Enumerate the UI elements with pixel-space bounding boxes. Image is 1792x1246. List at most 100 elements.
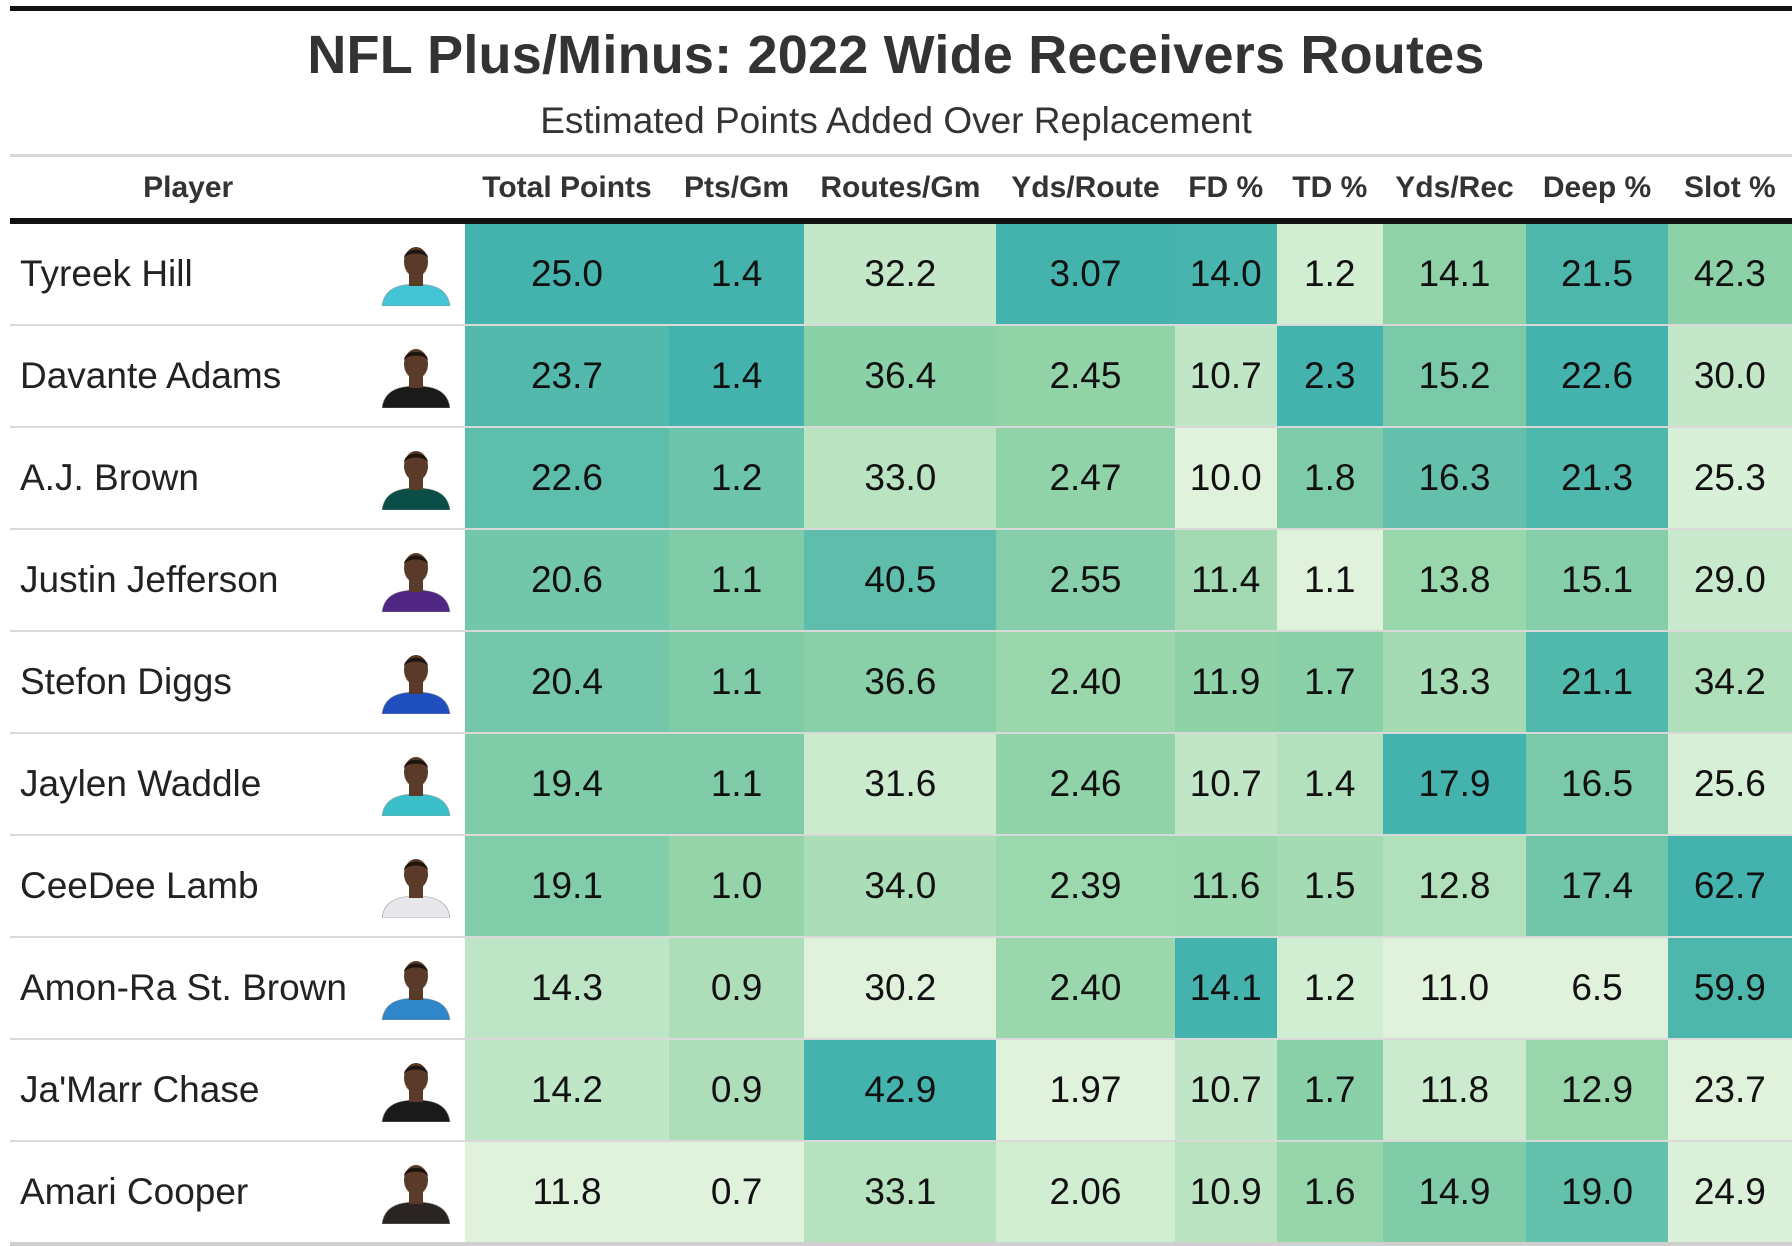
stats-table: Player Total Points Pts/Gm Routes/Gm Yds…	[10, 158, 1792, 1246]
cell-fd-pct: 11.9	[1174, 631, 1277, 734]
player-headshot-cell	[366, 835, 466, 938]
cell-yds-per-route: 2.40	[996, 937, 1175, 1040]
chart-subtitle: Estimated Points Added Over Replacement	[540, 100, 1252, 141]
cell-routes-per-gm: 32.2	[804, 221, 997, 326]
cell-deep-pct: 21.3	[1526, 427, 1668, 530]
table-row: Justin Jefferson 20.6 1.1 40.5 2.55 11.4 1.1 13…	[10, 529, 1792, 632]
col-header-yds-per-rec: Yds/Rec	[1382, 158, 1527, 224]
cell-fd-pct: 11.6	[1174, 835, 1277, 938]
cell-pts-per-gm: 1.4	[668, 325, 805, 428]
player-headshot-cell	[366, 1039, 466, 1142]
cell-yds-per-route: 2.46	[996, 733, 1175, 836]
cell-total-points: 25.0	[465, 221, 669, 326]
cell-slot-pct: 24.9	[1667, 1141, 1792, 1246]
player-headshot-icon	[381, 1063, 451, 1122]
cell-slot-pct: 23.7	[1667, 1039, 1792, 1142]
cell-pts-per-gm: 0.7	[668, 1141, 805, 1246]
player-headshot-icon	[381, 757, 451, 816]
cell-fd-pct: 10.7	[1174, 733, 1277, 836]
header-top-rule	[10, 154, 1792, 157]
col-header-total-points: Total Points	[465, 158, 669, 224]
cell-fd-pct: 10.9	[1174, 1141, 1277, 1246]
cell-fd-pct: 14.0	[1174, 221, 1277, 326]
cell-routes-per-gm: 42.9	[804, 1039, 997, 1142]
cell-td-pct: 1.5	[1276, 835, 1383, 938]
cell-yds-per-route: 2.39	[996, 835, 1175, 938]
header-row: Player Total Points Pts/Gm Routes/Gm Yds…	[10, 158, 1792, 224]
player-headshot-icon	[381, 961, 451, 1020]
cell-yds-per-rec: 13.3	[1382, 631, 1527, 734]
cell-yds-per-rec: 14.9	[1382, 1141, 1527, 1246]
col-header-fd-pct: FD %	[1174, 158, 1277, 224]
cell-pts-per-gm: 1.1	[668, 529, 805, 632]
player-name: Amon-Ra St. Brown	[10, 937, 367, 1040]
player-name: Davante Adams	[10, 325, 367, 428]
table-row: Davante Adams 23.7 1.4 36.4 2.45 10.7 2.3 15.2 2…	[10, 325, 1792, 428]
cell-pts-per-gm: 1.1	[668, 733, 805, 836]
cell-total-points: 11.8	[465, 1141, 669, 1246]
player-name: Stefon Diggs	[10, 631, 367, 734]
cell-deep-pct: 16.5	[1526, 733, 1668, 836]
cell-deep-pct: 21.1	[1526, 631, 1668, 734]
player-name: Tyreek Hill	[10, 221, 367, 326]
cell-yds-per-rec: 16.3	[1382, 427, 1527, 530]
table-row: Jaylen Waddle 19.4 1.1 31.6 2.46 10.7 1.4 17.9 1…	[10, 733, 1792, 836]
player-headshot-cell	[366, 631, 466, 734]
cell-yds-per-route: 2.06	[996, 1141, 1175, 1246]
cell-routes-per-gm: 36.6	[804, 631, 997, 734]
player-name: A.J. Brown	[10, 427, 367, 530]
cell-td-pct: 1.4	[1276, 733, 1383, 836]
player-headshot-icon	[381, 859, 451, 918]
cell-yds-per-route: 2.47	[996, 427, 1175, 530]
cell-slot-pct: 30.0	[1667, 325, 1792, 428]
cell-deep-pct: 17.4	[1526, 835, 1668, 938]
player-headshot-icon	[381, 247, 451, 306]
cell-pts-per-gm: 1.4	[668, 221, 805, 326]
player-name: Ja'Marr Chase	[10, 1039, 367, 1142]
cell-routes-per-gm: 33.1	[804, 1141, 997, 1246]
cell-fd-pct: 10.7	[1174, 325, 1277, 428]
top-rule	[10, 6, 1792, 11]
cell-total-points: 19.4	[465, 733, 669, 836]
cell-total-points: 22.6	[465, 427, 669, 530]
cell-pts-per-gm: 0.9	[668, 1039, 805, 1142]
player-headshot-icon	[381, 553, 451, 612]
player-headshot-icon	[381, 1165, 451, 1224]
table-row: A.J. Brown 22.6 1.2 33.0 2.47 10.0 1.8 16.3 21.3…	[10, 427, 1792, 530]
player-name: CeeDee Lamb	[10, 835, 367, 938]
cell-deep-pct: 21.5	[1526, 221, 1668, 326]
col-header-player: Player	[10, 158, 367, 224]
cell-deep-pct: 19.0	[1526, 1141, 1668, 1246]
player-headshot-cell	[366, 733, 466, 836]
table-row: Amon-Ra St. Brown 14.3 0.9 30.2 2.40 14.1 1.2 1…	[10, 937, 1792, 1040]
cell-td-pct: 1.7	[1276, 1039, 1383, 1142]
cell-yds-per-rec: 17.9	[1382, 733, 1527, 836]
cell-td-pct: 2.3	[1276, 325, 1383, 428]
cell-yds-per-route: 3.07	[996, 221, 1175, 326]
cell-total-points: 19.1	[465, 835, 669, 938]
cell-slot-pct: 42.3	[1667, 221, 1792, 326]
cell-routes-per-gm: 31.6	[804, 733, 997, 836]
cell-pts-per-gm: 1.2	[668, 427, 805, 530]
cell-fd-pct: 14.1	[1174, 937, 1277, 1040]
col-header-slot-pct: Slot %	[1667, 158, 1792, 224]
cell-deep-pct: 6.5	[1526, 937, 1668, 1040]
cell-fd-pct: 11.4	[1174, 529, 1277, 632]
cell-yds-per-rec: 14.1	[1382, 221, 1527, 326]
cell-routes-per-gm: 30.2	[804, 937, 997, 1040]
player-headshot-cell	[366, 937, 466, 1040]
table-row: Amari Cooper 11.8 0.7 33.1 2.06 10.9 1.6 14.9 19…	[10, 1141, 1792, 1246]
cell-deep-pct: 15.1	[1526, 529, 1668, 632]
player-headshot-cell	[366, 325, 466, 428]
cell-fd-pct: 10.7	[1174, 1039, 1277, 1142]
cell-total-points: 14.3	[465, 937, 669, 1040]
cell-slot-pct: 62.7	[1667, 835, 1792, 938]
player-name: Justin Jefferson	[10, 529, 367, 632]
cell-td-pct: 1.8	[1276, 427, 1383, 530]
cell-deep-pct: 12.9	[1526, 1039, 1668, 1142]
cell-yds-per-rec: 11.8	[1382, 1039, 1527, 1142]
col-header-deep-pct: Deep %	[1526, 158, 1668, 224]
table-row: Ja'Marr Chase 14.2 0.9 42.9 1.97 10.7 1.7 11.8 1…	[10, 1039, 1792, 1142]
col-header-yds-per-route: Yds/Route	[996, 158, 1175, 224]
cell-slot-pct: 29.0	[1667, 529, 1792, 632]
